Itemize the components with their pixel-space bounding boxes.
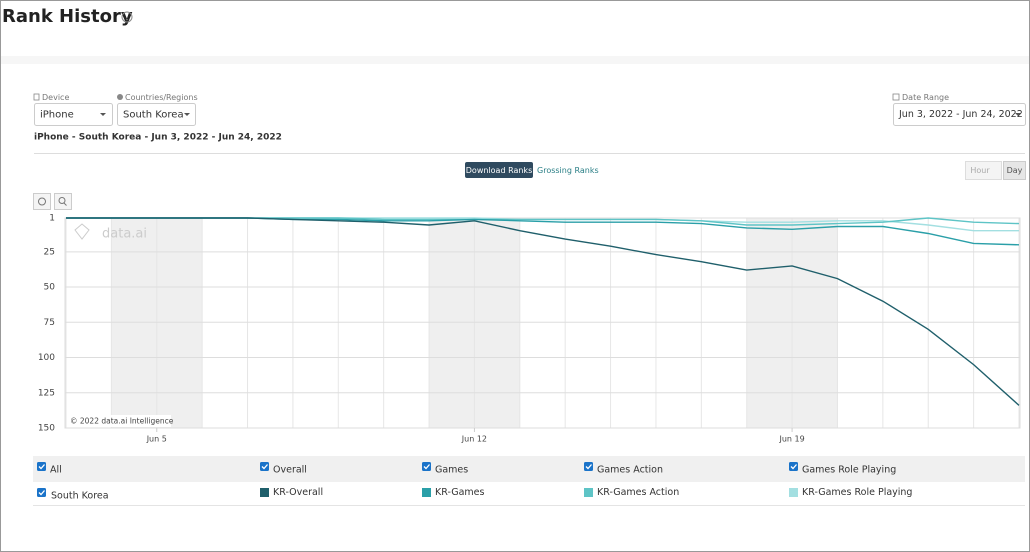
legend-header: Games Action [597, 465, 663, 476]
legend-header: Games [435, 465, 468, 476]
countries-label: Countries/Regions [125, 93, 198, 102]
help-icon[interactable] [121, 11, 133, 23]
x-tick-label: Jun 19 [778, 435, 804, 444]
country-select[interactable] [117, 103, 196, 126]
y-tick-label: 125 [38, 388, 55, 398]
legend-swatch [584, 488, 593, 497]
legend-label: KR-Games Role Playing [802, 487, 912, 498]
page-title: Rank History [2, 6, 133, 27]
y-tick-label: 150 [38, 424, 55, 434]
checkbox[interactable] [260, 462, 269, 471]
checkmark [790, 464, 797, 470]
legend-label: KR-Games [435, 487, 485, 498]
checkbox[interactable] [422, 462, 431, 471]
checkmark [261, 464, 268, 470]
x-tick-label: Jun 12 [461, 435, 487, 444]
y-tick-label: 50 [44, 283, 56, 293]
hour-label: Hour [970, 166, 990, 175]
copyright: © 2022 data.ai Intelligence [70, 417, 174, 426]
checkmark [38, 490, 45, 496]
y-tick-label: 1 [49, 214, 55, 224]
checkbox[interactable] [789, 462, 798, 471]
device-icon [33, 93, 40, 101]
dropdown-arrow [100, 113, 106, 116]
copyright-bg [68, 415, 171, 427]
checkbox[interactable] [37, 462, 46, 471]
zoom-icon [63, 202, 67, 206]
legend-swatch [789, 488, 798, 497]
legend-header: Overall [273, 465, 307, 476]
watermark-icon [74, 223, 90, 240]
download-ranks-tab[interactable] [465, 162, 533, 178]
checkmark [423, 464, 430, 470]
legend-swatch [260, 488, 269, 497]
checkbox[interactable] [584, 462, 593, 471]
summary: iPhone - South Korea - Jun 3, 2022 - Jun… [34, 133, 282, 143]
legend-swatch [422, 488, 431, 497]
legend-header: Games Role Playing [802, 465, 896, 476]
legend-header: All [50, 465, 62, 476]
dropdown-arrow [1015, 113, 1021, 116]
legend-label: KR-Games Action [597, 487, 679, 498]
device-label: Device [42, 93, 69, 102]
reset-button[interactable] [33, 193, 51, 210]
divider-band [1, 56, 1029, 64]
checkbox[interactable] [37, 488, 46, 497]
grossing-ranks-tab[interactable]: Grossing Ranks [537, 166, 599, 175]
watermark: data.ai [102, 227, 147, 242]
legend: All Overall Games Games Action Games Role Pl… [37, 462, 912, 502]
x-tick-label: Jun 5 [146, 435, 167, 444]
zoom-icon [58, 197, 66, 204]
zoom-button[interactable] [54, 193, 72, 210]
calendar-icon [892, 93, 900, 101]
day-button[interactable] [1003, 161, 1026, 180]
device-value: iPhone [40, 110, 74, 121]
checkmark [38, 464, 45, 470]
legend-header-row [33, 456, 1025, 482]
country-value: South Korea [123, 110, 184, 121]
device-select[interactable] [34, 103, 113, 126]
dropdown-arrow [184, 113, 190, 116]
hour-button[interactable] [965, 161, 1002, 180]
download-ranks-label: Download Ranks [466, 166, 532, 175]
legend-label: KR-Overall [273, 487, 323, 498]
day-label: Day [1007, 166, 1023, 175]
date-range-value: Jun 3, 2022 - Jun 24, 2022 [898, 109, 1023, 120]
date-range-select[interactable] [893, 103, 1026, 126]
date-range-label: Date Range [902, 93, 949, 102]
y-tick-label: 75 [44, 318, 55, 328]
checkmark [585, 464, 592, 470]
series-line [66, 217, 1020, 406]
row-label: South Korea [51, 491, 109, 502]
reset-icon [38, 197, 46, 206]
y-tick-label: 100 [38, 353, 55, 363]
y-tick-label: 25 [44, 247, 55, 257]
globe-icon [117, 94, 123, 100]
